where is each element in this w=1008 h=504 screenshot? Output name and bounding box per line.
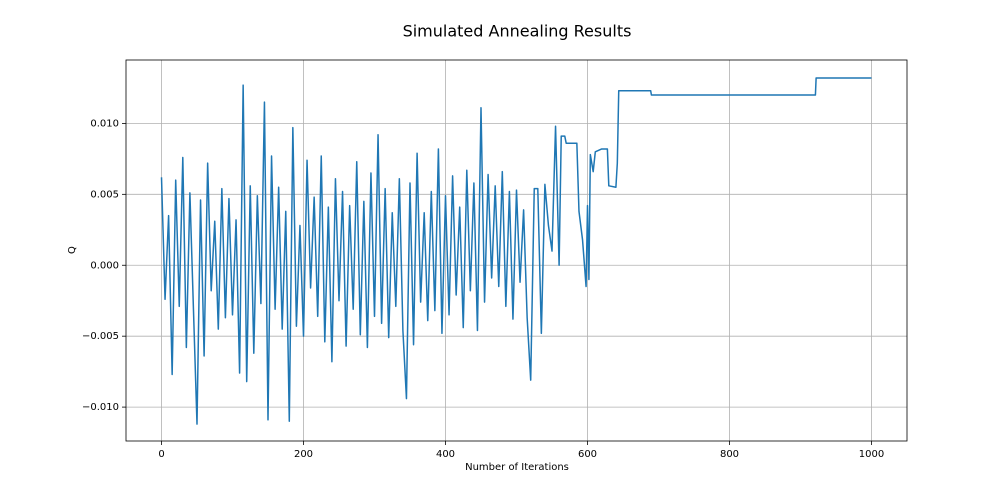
plot-area [160, 77, 872, 425]
x-tick-label: 200 [294, 449, 313, 460]
y-tick-label: 0.000 [90, 260, 119, 271]
y-tick-label: −0.005 [82, 331, 119, 342]
y-tick-label: 0.010 [90, 118, 119, 129]
x-axis-label: Number of Iterations [465, 462, 569, 473]
x-tick-label: 0 [158, 449, 164, 460]
y-tick-label: 0.005 [90, 189, 119, 200]
grid [126, 60, 907, 441]
x-tick-label: 1000 [859, 449, 884, 460]
axes-frame [125, 59, 908, 442]
chart-title: Simulated Annealing Results [403, 22, 632, 41]
data-line [160, 77, 872, 425]
x-tick-label: 600 [578, 449, 597, 460]
y-tick-label: −0.010 [82, 402, 119, 413]
y-axis-label: Q [67, 246, 78, 254]
x-tick-label: 800 [720, 449, 739, 460]
x-tick-label: 400 [436, 449, 455, 460]
